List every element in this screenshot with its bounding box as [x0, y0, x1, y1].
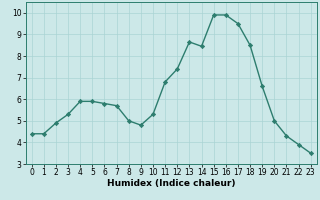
X-axis label: Humidex (Indice chaleur): Humidex (Indice chaleur) — [107, 179, 236, 188]
